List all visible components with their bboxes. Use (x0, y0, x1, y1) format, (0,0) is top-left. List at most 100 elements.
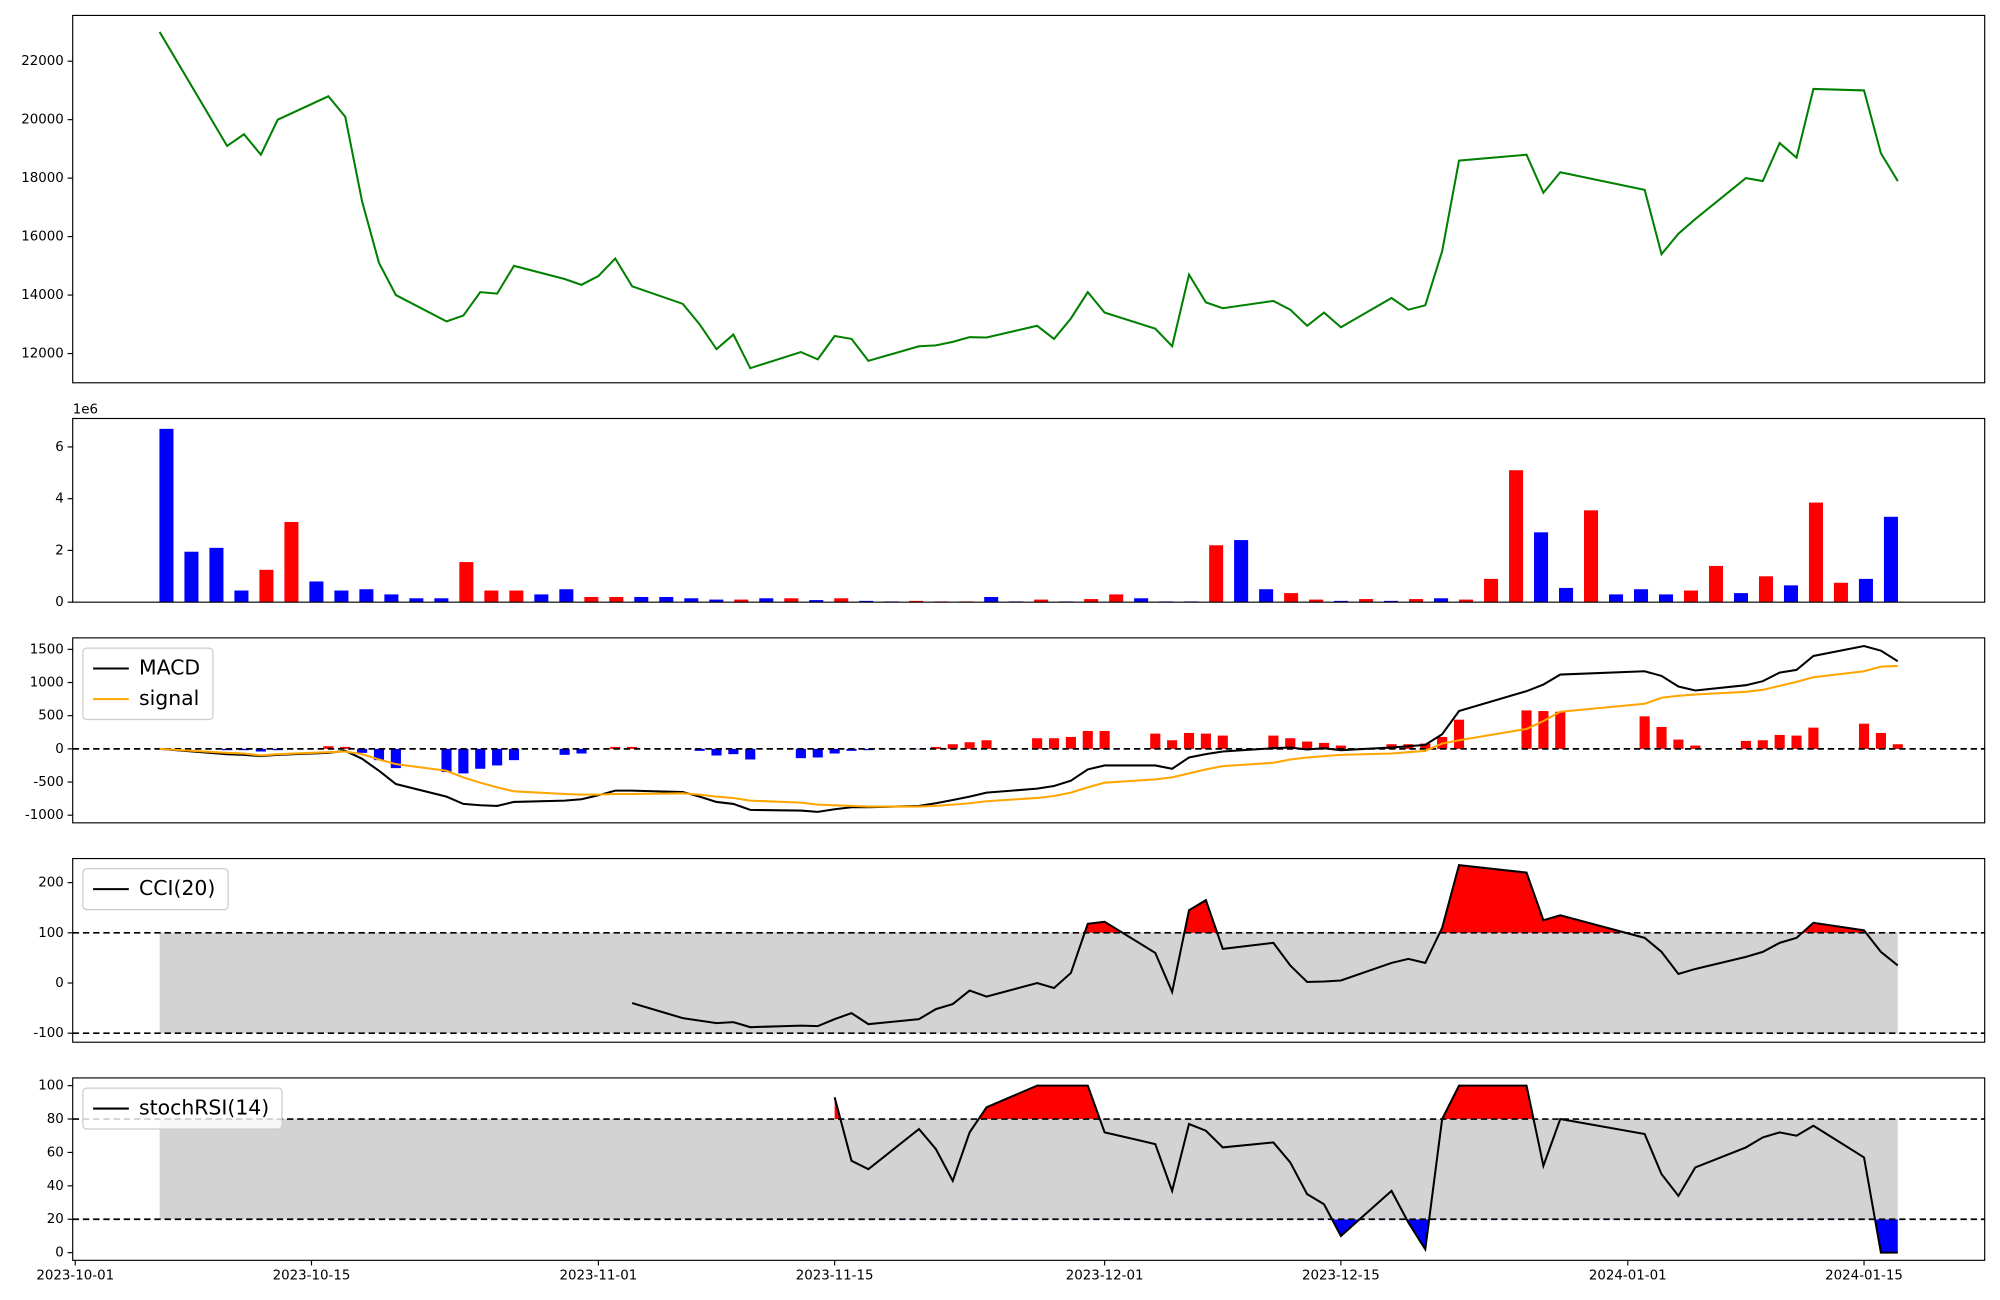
histogram-bar (1757, 740, 1768, 749)
histogram-bar (1285, 738, 1296, 749)
y-tick-label: -500 (33, 775, 63, 790)
bar (559, 589, 574, 603)
plot-area (72, 1084, 1985, 1254)
band (159, 1119, 1898, 1220)
bar (1708, 565, 1724, 603)
bar (809, 600, 824, 603)
histogram-bar (1875, 732, 1886, 749)
line (158, 31, 1899, 370)
histogram-bar (745, 748, 756, 760)
bar (234, 590, 249, 603)
bar (334, 590, 349, 603)
histogram-bar (323, 746, 334, 749)
bar (1234, 540, 1249, 603)
histogram-bar (1740, 740, 1751, 749)
histogram-bar (1048, 738, 1060, 749)
histogram-bar (1639, 716, 1650, 749)
y-tick-label: 40 (47, 1179, 64, 1194)
histogram-bar (947, 744, 958, 749)
histogram-bar (1453, 719, 1465, 749)
histogram-bar (930, 746, 941, 749)
plot-area (72, 863, 1985, 1035)
frame (72, 417, 1986, 603)
fill-above (834, 1085, 1534, 1120)
histogram-bar (964, 742, 975, 749)
bar (359, 589, 374, 603)
histogram-bar (1217, 735, 1228, 749)
panel: -1000 -500 0 500 1000 1500 MACD signal (25, 637, 1986, 824)
legend-label: MACD (139, 655, 200, 679)
bar (1334, 600, 1349, 603)
histogram-bar (458, 748, 469, 774)
y-tick-label: 1000 (30, 676, 64, 691)
bar (434, 598, 449, 603)
histogram-bar (492, 748, 503, 766)
legend-label: stochRSI(14) (139, 1096, 269, 1120)
y-tick-label: 0 (55, 742, 64, 757)
bar (1084, 599, 1099, 603)
bar (1858, 578, 1873, 603)
bar (259, 569, 274, 603)
histogram-bar (1302, 741, 1313, 749)
y-tick-label: -1000 (25, 808, 64, 823)
y-tick-label: 2 (55, 543, 64, 558)
bar (484, 590, 499, 603)
histogram-bar (1673, 739, 1684, 749)
histogram-bar (1150, 733, 1161, 749)
bar (384, 594, 399, 603)
histogram-bar (812, 748, 823, 758)
histogram-bar (728, 748, 739, 755)
bar (1384, 600, 1399, 603)
y-tick-label: -100 (33, 1026, 63, 1041)
x-tick-label: 2023-11-15 (796, 1269, 874, 1284)
histogram-bar (255, 748, 266, 752)
histogram-bar (795, 748, 806, 759)
bar (1534, 532, 1549, 603)
line (159, 664, 1898, 808)
y-tick-label: 22000 (21, 54, 64, 69)
bar (1459, 599, 1474, 603)
bar (1584, 510, 1599, 603)
bar (1484, 578, 1499, 603)
histogram-bar (1335, 745, 1346, 749)
y-tick-label: 16000 (21, 230, 64, 245)
histogram-bar (829, 748, 840, 754)
y-tick-label: 12000 (21, 347, 64, 362)
bar (909, 600, 924, 603)
bar (984, 596, 999, 603)
bar (184, 551, 199, 603)
bar (859, 600, 874, 603)
y-tick-label: 100 (38, 1079, 64, 1094)
plot-area (159, 428, 1898, 603)
bar (1109, 594, 1124, 603)
y-tick-label: 20 (47, 1212, 64, 1227)
y-tick-label: 60 (47, 1145, 64, 1160)
histogram-bar (1099, 730, 1110, 749)
histogram-bar (1318, 742, 1330, 749)
bar (1259, 589, 1274, 603)
bar (609, 596, 624, 603)
bar (1609, 594, 1624, 603)
histogram-bar (1774, 734, 1785, 749)
panel: 0 20 40 60 80 100 2023-10-01 2023-10-15 2023-11-… (36, 1077, 1986, 1284)
bar (1409, 599, 1424, 603)
histogram-bar (559, 748, 570, 755)
x-tick-label: 2023-11-01 (560, 1269, 638, 1284)
frame (72, 857, 1986, 1043)
bar (784, 598, 799, 603)
bar (1359, 599, 1374, 603)
histogram-bar (508, 748, 520, 761)
bar (709, 599, 724, 603)
histogram-bar (357, 748, 368, 753)
bar (584, 596, 599, 603)
bar (1034, 599, 1049, 603)
histogram-bar (711, 748, 722, 756)
legend-box (82, 868, 229, 911)
histogram-bar (1200, 733, 1211, 749)
bar (1683, 590, 1699, 603)
bar (1209, 545, 1224, 603)
histogram-bar (1183, 732, 1195, 749)
histogram-bar (694, 748, 705, 751)
bar (1733, 593, 1749, 603)
histogram-bar (390, 748, 401, 769)
